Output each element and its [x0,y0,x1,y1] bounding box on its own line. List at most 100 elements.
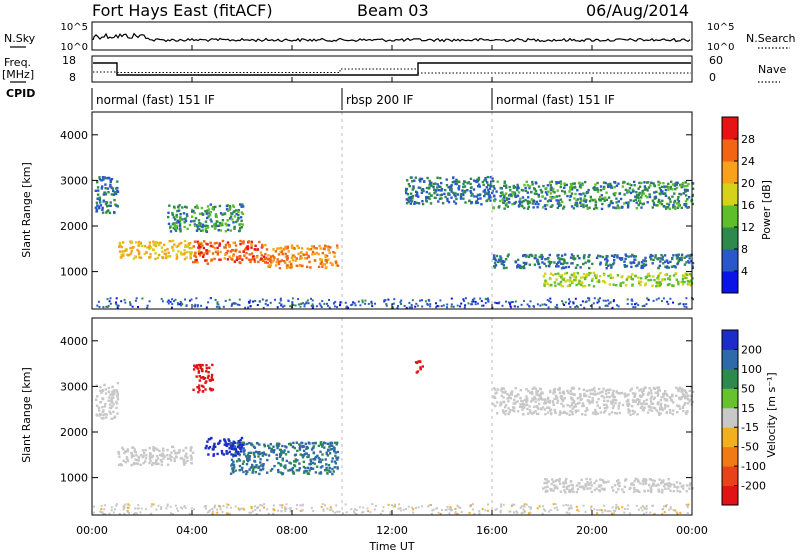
data-cell [212,208,215,211]
data-cell [245,463,249,466]
data-cell [327,304,329,307]
data-cell [279,299,282,302]
data-cell [653,387,656,390]
data-cell [584,510,587,513]
data-cell [568,302,570,305]
data-cell [281,504,284,507]
data-cell [110,506,113,509]
data-cell [116,306,119,309]
data-cell [469,182,472,186]
data-cell [454,180,458,183]
data-cell [296,504,298,507]
data-cell [105,413,108,416]
data-cell [667,487,670,490]
data-cell [118,243,122,247]
data-cell [202,385,205,389]
data-cell [636,398,639,401]
data-cell [487,197,490,200]
data-cell [548,401,551,404]
data-cell [674,509,677,512]
data-cell [514,261,518,264]
data-cell [602,387,605,390]
data-cell [685,203,688,206]
data-cell [299,305,302,308]
data-cell [251,257,254,261]
data-cell [415,194,419,197]
data-cell [491,177,494,180]
data-cell [643,506,646,509]
data-cell [172,216,176,219]
data-cell [622,281,625,284]
data-cell [584,261,587,264]
data-cell [489,182,493,186]
data-cell [550,482,553,486]
data-cell [193,254,196,257]
data-cell [517,186,520,190]
data-cell [589,389,592,392]
data-cell [629,486,632,490]
data-cell [652,201,656,205]
data-cell [290,256,294,259]
data-cell [538,402,541,406]
data-cell [619,282,622,285]
data-cell [261,454,265,457]
data-cell [646,393,650,396]
data-cell [270,449,273,452]
data-cell [591,392,594,396]
data-cell [539,188,543,192]
data-cell [575,490,578,494]
data-cell [105,416,108,419]
data-cell [606,405,609,409]
data-cell [505,192,508,195]
data-cell [558,194,561,198]
data-cell [501,391,504,394]
data-cell [568,512,571,515]
data-cell [385,304,388,307]
data-cell [526,412,530,415]
data-cell [135,297,138,300]
data-cell [618,481,621,485]
data-cell [519,507,522,509]
data-cell [543,408,547,411]
nave-tick-top: 60 [709,54,723,67]
data-cell [237,213,240,217]
data-cell [636,413,639,416]
data-cell [613,194,616,197]
data-cell [166,255,170,258]
data-cell [272,445,275,448]
data-cell [238,229,241,233]
data-cell [188,251,191,254]
data-cell [684,205,688,208]
data-cell [512,406,516,410]
data-cell [226,223,229,227]
data-cell [321,453,324,456]
data-cell [228,255,231,258]
data-cell [430,512,433,515]
data-cell [637,261,641,264]
data-cell [657,273,660,277]
data-cell [214,226,217,230]
data-cell [570,192,574,195]
data-cell [481,180,484,184]
data-cell [297,469,301,472]
data-cell [566,403,569,407]
data-cell [575,505,578,508]
data-cell [605,267,608,270]
data-cell [270,450,273,453]
data-cell [323,446,326,449]
data-cell [196,240,199,243]
data-cell [275,261,278,264]
data-cell [190,298,193,301]
data-cell [309,462,313,466]
data-cell [418,178,421,181]
data-cell [677,389,680,393]
power-y-axis-label: Slant Range [km] [20,162,33,258]
data-cell [541,406,545,409]
data-cell [572,182,575,185]
data-cell [292,441,295,445]
data-cell [195,375,198,378]
data-cell [250,505,253,508]
data-cell [176,209,179,213]
data-cell [167,211,170,214]
data-cell [629,191,633,195]
